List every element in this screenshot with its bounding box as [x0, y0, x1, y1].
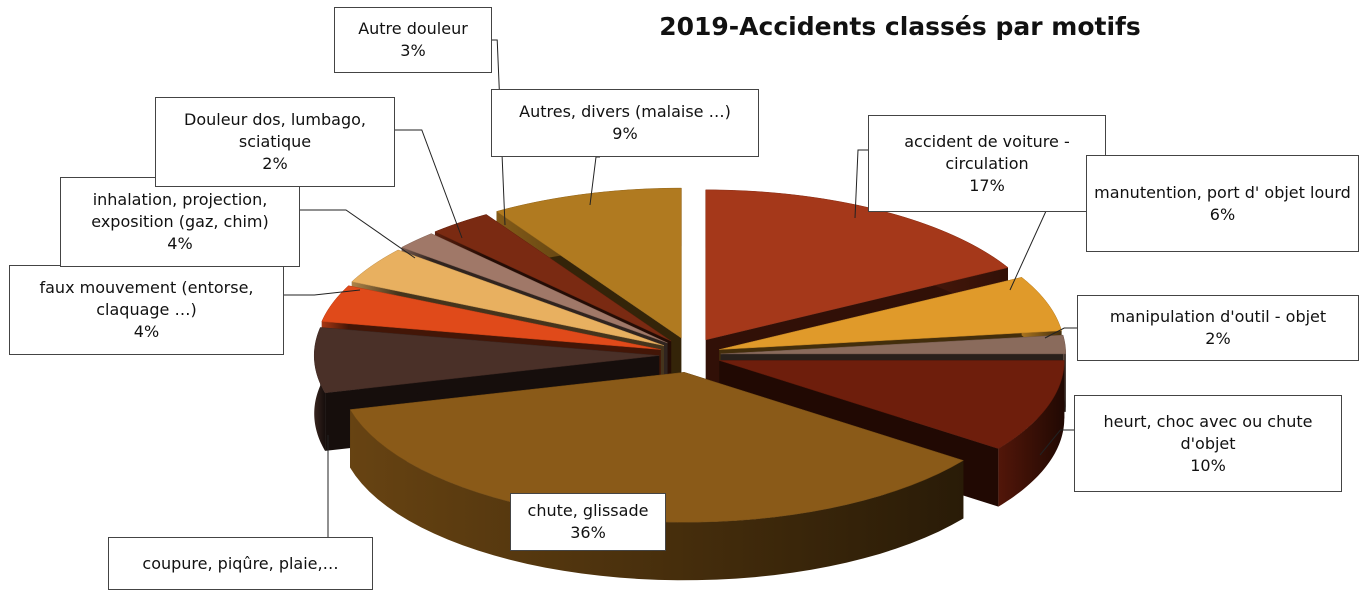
- data-label: chute, glissade 36%: [510, 493, 666, 551]
- leader-line: [300, 209, 416, 259]
- data-label: manutention, port d' objet lourd 6%: [1086, 155, 1359, 252]
- category-label: accident de voiture - circulation: [904, 131, 1070, 173]
- slice: [720, 334, 1066, 355]
- category-label: heurt, choc avec ou chute d'objet: [1103, 411, 1313, 453]
- slice: [719, 277, 1062, 350]
- data-label: faux mouvement (entorse, claquage …) 4%: [9, 265, 284, 355]
- data-label: inhalation, projection, exposition (gaz,…: [60, 177, 300, 267]
- slice: [495, 187, 682, 339]
- category-label: manipulation d'outil - objet: [1109, 307, 1327, 326]
- slice: [351, 249, 665, 346]
- slice: [313, 327, 660, 394]
- category-label: faux mouvement (entorse, claquage …): [39, 278, 254, 319]
- value-label: 2%: [262, 154, 288, 173]
- category-label: inhalation, projection, exposition (gaz,…: [91, 190, 269, 231]
- leader-line: [284, 289, 361, 296]
- slice: [434, 214, 672, 342]
- category-label: coupure, piqûre, plaie,…: [142, 553, 339, 573]
- slice-side: [998, 360, 1065, 507]
- slice-side: [350, 409, 964, 581]
- category-label: manutention, port d' objet lourd: [1094, 182, 1351, 202]
- category-label: Autre douleur: [358, 19, 468, 38]
- data-label: Autres, divers (malaise …) 9%: [491, 89, 759, 157]
- data-label: Autre douleur 3%: [334, 7, 492, 73]
- value-label: 17%: [969, 175, 1005, 195]
- value-label: 2%: [1205, 329, 1231, 348]
- value-label: 9%: [612, 124, 638, 143]
- leader-line: [589, 156, 600, 206]
- slice: [719, 360, 1065, 449]
- leader-line: [1044, 327, 1077, 339]
- category-label: Douleur dos, lumbago, sciatique: [184, 110, 366, 151]
- data-label: heurt, choc avec ou chute d'objet 10%: [1074, 395, 1342, 492]
- data-label: Douleur dos, lumbago, sciatique 2%: [155, 97, 395, 187]
- leader-line: [1039, 429, 1074, 456]
- value-label: 4%: [133, 322, 160, 341]
- data-label: manipulation d'outil - objet 2%: [1077, 295, 1359, 361]
- leader-line: [854, 149, 868, 219]
- slice: [401, 233, 668, 344]
- chart-title: 2019-Accidents classés par motifs: [659, 12, 1141, 41]
- value-label: 10%: [1190, 455, 1226, 475]
- value-label: 3%: [400, 41, 426, 60]
- slice: [321, 285, 661, 350]
- category-label: chute, glissade: [527, 501, 649, 520]
- category-label: Autres, divers (malaise …): [519, 102, 731, 121]
- data-label: coupure, piqûre, plaie,…: [108, 537, 373, 590]
- value-label: 36%: [570, 523, 606, 542]
- data-label: accident de voiture - circulation 17%: [868, 115, 1106, 212]
- leader-line: [492, 39, 506, 226]
- value-label: 4%: [167, 234, 193, 253]
- leader-line: [395, 129, 463, 239]
- value-label: 6%: [1209, 204, 1236, 224]
